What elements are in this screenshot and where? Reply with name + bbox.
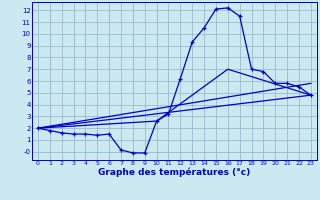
X-axis label: Graphe des températures (°c): Graphe des températures (°c) — [98, 168, 251, 177]
